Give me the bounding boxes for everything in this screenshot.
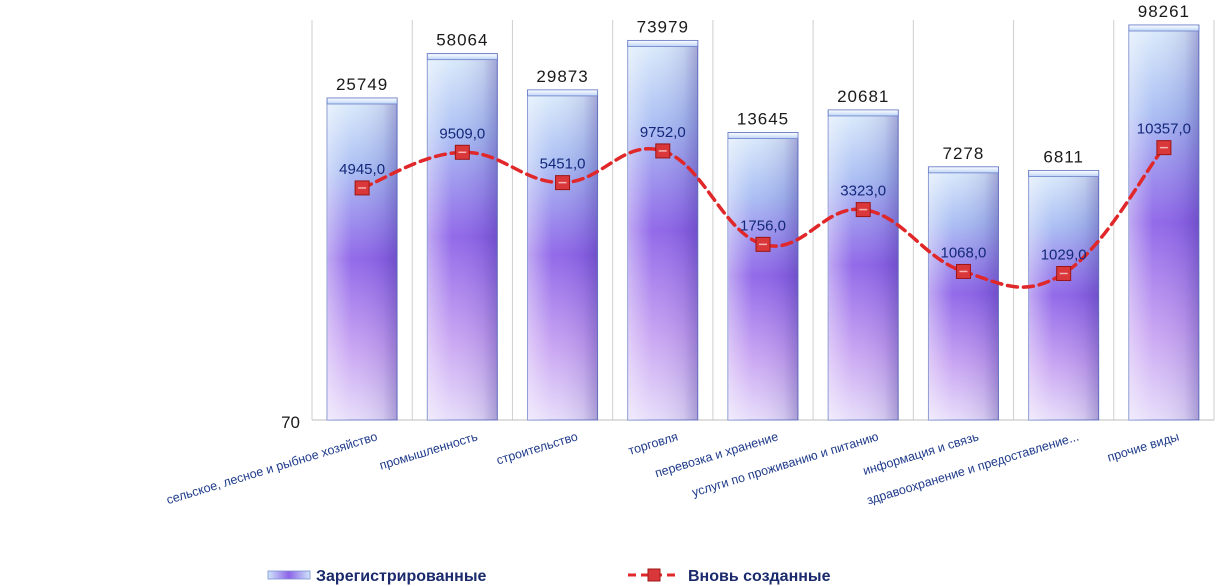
bar-cap <box>527 89 598 97</box>
line-value-label: 9752,0 <box>640 124 686 141</box>
category-label: промышленность <box>378 429 479 472</box>
bar <box>1128 24 1200 421</box>
bar-value-label: 58064 <box>436 31 488 50</box>
bar <box>426 53 498 421</box>
line-value-label: 3323,0 <box>840 183 886 200</box>
legend-swatch-bar <box>267 570 311 580</box>
bar-shade <box>728 132 798 420</box>
legend-label-registered: Зарегистрированные <box>316 568 487 585</box>
bar-shade <box>427 53 498 420</box>
bar <box>627 39 699 421</box>
bar-shade <box>928 166 999 420</box>
bar-series-registered <box>326 24 1200 421</box>
bar-value-label: 6811 <box>1043 147 1084 166</box>
line-value-label: 4945,0 <box>339 161 385 178</box>
legend-item-registered: Зарегистрированные <box>267 568 487 585</box>
line-value-label: 5451,0 <box>540 156 586 173</box>
bar-value-label: 29873 <box>536 67 588 86</box>
line-value-labels: 4945,0 9509,0 5451,0 9752,0 1756,0 3323,0 1068… <box>339 121 1191 264</box>
bar-value-label: 98261 <box>1138 2 1190 21</box>
legend-label-new: Вновь созданные <box>688 568 831 585</box>
bar <box>727 132 799 421</box>
line-value-label: 1029,0 <box>1041 246 1087 263</box>
bar-cap <box>827 109 899 117</box>
line-value-label: 10357,0 <box>1137 121 1191 138</box>
bar-value-label: 73979 <box>637 17 689 36</box>
bar <box>1028 169 1100 421</box>
legend: Зарегистрированные Вновь созданные <box>267 568 831 585</box>
legend-swatch-marker <box>647 568 661 582</box>
legend-item-new: Вновь созданные <box>628 568 831 585</box>
line-series-new <box>354 140 1172 289</box>
bar-cap <box>928 166 999 174</box>
category-labels: сельское, лесное и рыбное хозяйствопромы… <box>165 429 1181 507</box>
bar-cap <box>1028 170 1100 177</box>
bar <box>326 97 398 421</box>
y-tick-label: 70 <box>281 413 300 432</box>
category-label: строительство <box>495 429 580 467</box>
bar-cap <box>426 53 498 61</box>
bar-shade <box>627 40 698 421</box>
bar-value-label: 13645 <box>737 110 789 129</box>
bar <box>827 109 899 421</box>
bar-value-labels: 25749 58064 29873 73979 13645 20681 7278 6811 98… <box>336 2 1190 166</box>
bar-shade <box>1028 170 1099 420</box>
line-value-label: 1756,0 <box>740 217 786 234</box>
bar-shade <box>828 109 899 420</box>
bar-cap <box>727 132 799 140</box>
line-value-label: 9509,0 <box>439 125 485 142</box>
bar-value-label: 20681 <box>837 87 889 106</box>
line-value-label: 1068,0 <box>940 244 986 261</box>
category-label: услуги по проживанию и питанию <box>690 429 880 499</box>
bar <box>927 166 999 421</box>
bar-value-label: 7278 <box>943 144 985 163</box>
bar-cap <box>1128 24 1200 32</box>
bar-value-label: 25749 <box>336 75 388 94</box>
bar-cap <box>326 97 398 105</box>
bar <box>527 89 599 421</box>
category-label: торговля <box>627 429 680 457</box>
series-line <box>360 145 1166 289</box>
bar-cap <box>627 40 699 47</box>
bar-shade <box>1128 25 1199 420</box>
bar-shade <box>327 97 398 420</box>
bar-shade <box>527 89 598 421</box>
category-label: прочие виды <box>1106 429 1181 464</box>
category-label: сельское, лесное и рыбное хозяйство <box>165 429 379 507</box>
